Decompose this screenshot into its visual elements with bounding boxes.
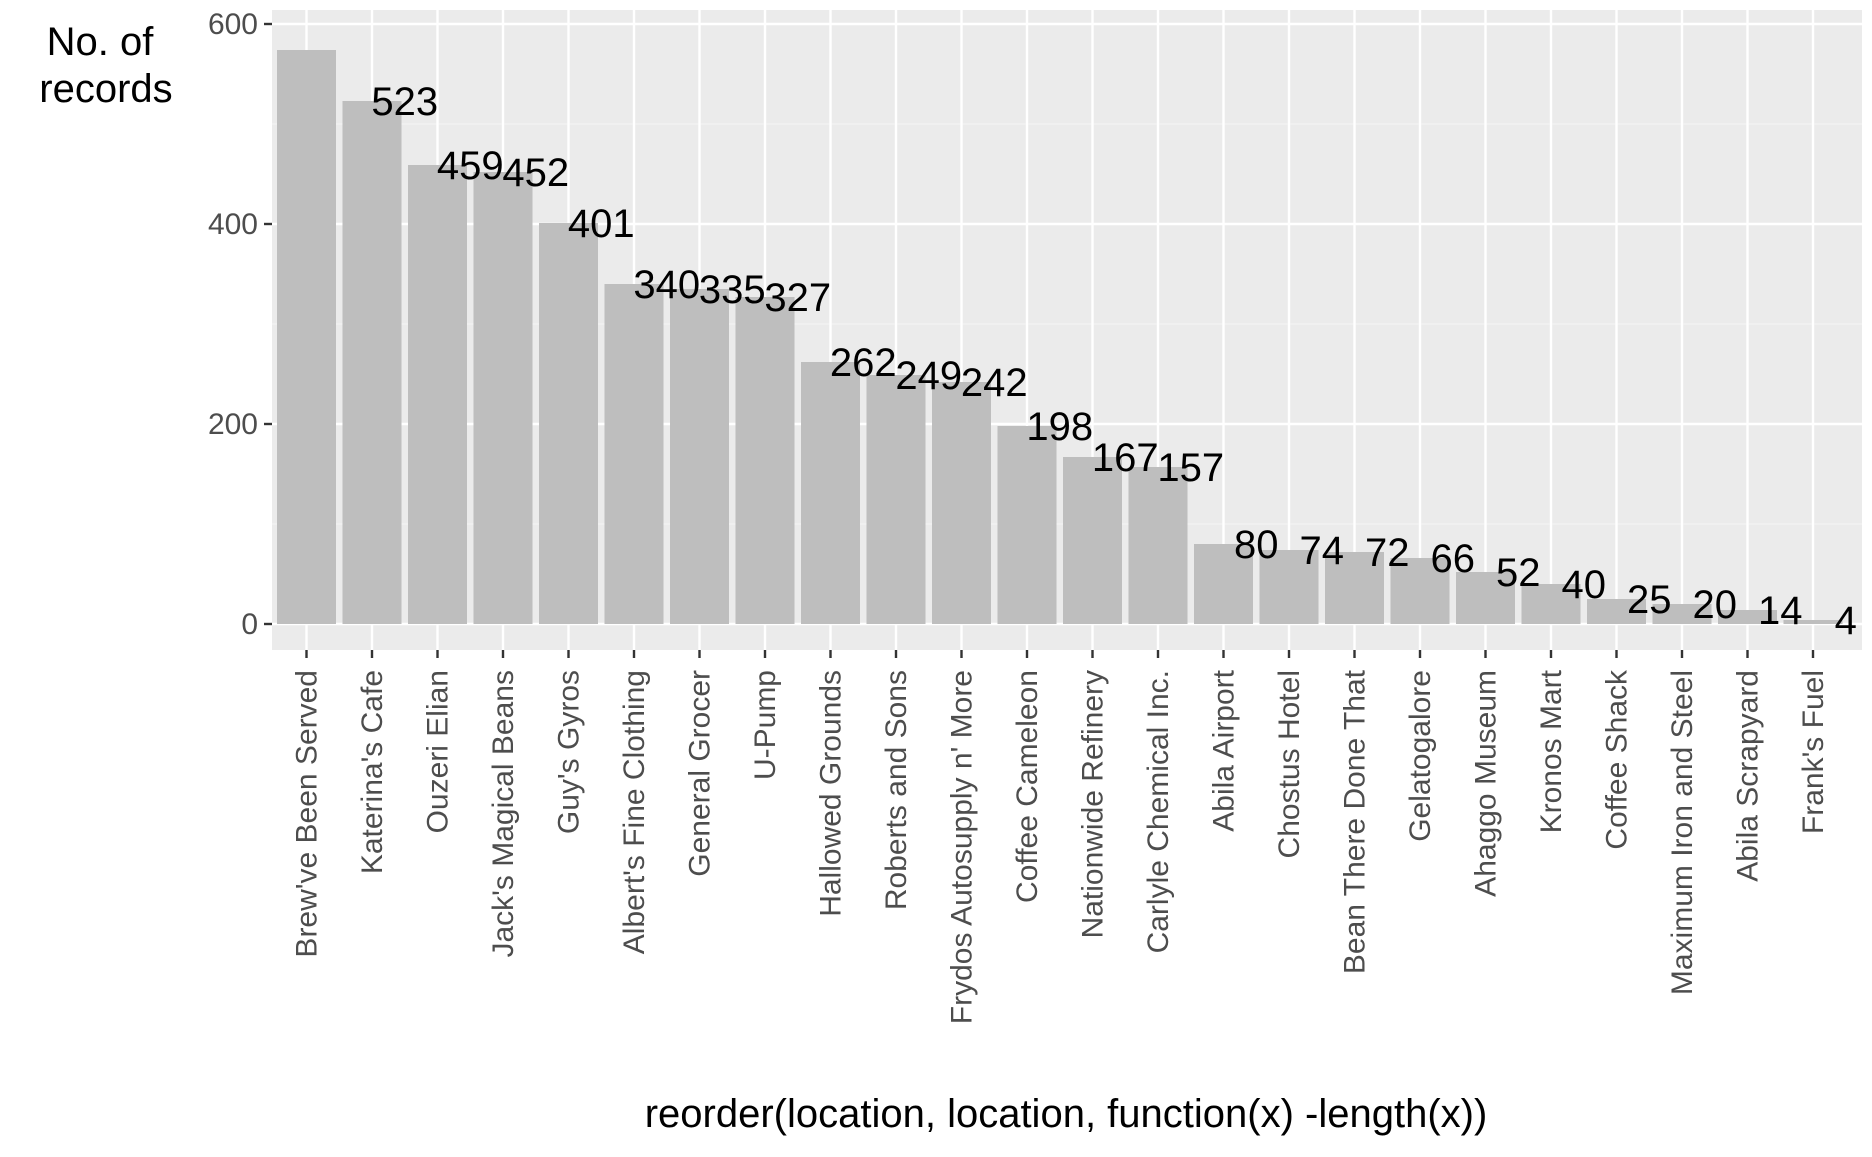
bar (277, 50, 336, 624)
data-label: 459 (437, 144, 504, 188)
x-tick-label: Frank's Fuel (1797, 670, 1830, 834)
bar (1521, 584, 1581, 624)
x-tick-label: Ouzeri Elian (422, 670, 455, 833)
x-tick-label: Chostus Hotel (1273, 670, 1306, 858)
x-tick-label: Abila Airport (1208, 669, 1241, 831)
x-tick-label: Guy's Gyros (553, 670, 586, 834)
bar (604, 284, 664, 624)
bar (539, 223, 598, 624)
data-label: 25 (1627, 578, 1672, 622)
x-tick-label: Coffee Shack (1601, 669, 1634, 850)
data-label: 157 (1157, 446, 1224, 490)
y-axis-title-line-2: records (39, 67, 172, 111)
data-label: 262 (830, 341, 897, 385)
x-tick-label: Kronos Mart (1535, 669, 1568, 833)
x-tick-label: Albert's Fine Clothing (618, 670, 651, 954)
y-tick-label: 600 (208, 8, 258, 41)
bar (342, 101, 402, 624)
bar (473, 172, 533, 624)
bar (1652, 604, 1712, 624)
data-label: 249 (895, 354, 962, 398)
bar (801, 362, 860, 624)
data-label: 52 (1496, 551, 1541, 595)
x-tick-label: Gelatogalore (1404, 670, 1437, 842)
data-label: 74 (1300, 529, 1345, 573)
x-tick-label: U-Pump (749, 670, 782, 780)
y-axis: 0 200 400 600 (208, 8, 272, 641)
y-tick-label: 200 (208, 408, 258, 441)
data-label: 80 (1234, 523, 1279, 567)
data-label: 4 (1835, 599, 1857, 643)
x-axis-title: reorder(location, location, function(x) … (645, 1092, 1488, 1136)
bar (735, 297, 795, 624)
bar (1587, 599, 1646, 624)
y-tick-label: 0 (241, 608, 258, 641)
data-label: 242 (961, 361, 1028, 405)
bar (932, 382, 991, 624)
data-label: 452 (502, 151, 569, 195)
data-label: 523 (371, 80, 438, 124)
data-label: 198 (1026, 405, 1093, 449)
bar (408, 165, 467, 624)
x-tick-label: Abila Scrapyard (1732, 670, 1765, 882)
data-label: 327 (764, 276, 831, 320)
data-label: 72 (1365, 531, 1410, 575)
bar (997, 426, 1057, 624)
y-tick-label: 400 (208, 208, 258, 241)
data-label: 66 (1431, 537, 1476, 581)
data-label: 20 (1693, 583, 1738, 627)
x-tick-label: Bean There Done That (1339, 669, 1372, 974)
data-label: 14 (1758, 589, 1803, 633)
y-axis-title-line-1: No. of (47, 20, 155, 64)
bar (1390, 558, 1450, 624)
bars (277, 50, 1843, 624)
bar (866, 375, 926, 624)
x-axis: Brew've Been Served Katerina's Cafe Ouzeri… (291, 650, 1830, 1024)
data-label: 401 (568, 202, 635, 246)
x-tick-label: Carlyle Chemical Inc. (1142, 670, 1175, 953)
bar (1128, 467, 1188, 624)
x-tick-label: Hallowed Grounds (815, 670, 848, 917)
bar (1063, 457, 1122, 624)
x-tick-label: Maximum Iron and Steel (1666, 670, 1699, 995)
bar (1325, 552, 1384, 624)
x-tick-label: Nationwide Refinery (1077, 670, 1110, 938)
bar (1259, 550, 1319, 624)
x-tick-label: Coffee Cameleon (1011, 670, 1044, 903)
bar (1718, 610, 1777, 624)
x-tick-label: Frydos Autosupply n' More (946, 670, 979, 1024)
data-label: 335 (699, 268, 766, 312)
data-label: 340 (633, 263, 700, 307)
x-tick-label: Roberts and Sons (880, 670, 913, 910)
data-label: 40 (1562, 563, 1607, 607)
x-tick-label: Katerina's Cafe (356, 670, 389, 874)
x-tick-label: Ahaggo Museum (1470, 670, 1503, 897)
bar (1194, 544, 1253, 624)
data-labels: 5234594524013403353272622492421981671578… (371, 80, 1857, 643)
bar (670, 289, 729, 624)
x-tick-label: Jack's Magical Beans (487, 670, 520, 958)
data-label: 167 (1092, 436, 1159, 480)
x-tick-label: Brew've Been Served (291, 670, 324, 958)
bar (1783, 620, 1843, 624)
x-tick-label: General Grocer (684, 670, 717, 877)
bar (1456, 572, 1515, 624)
